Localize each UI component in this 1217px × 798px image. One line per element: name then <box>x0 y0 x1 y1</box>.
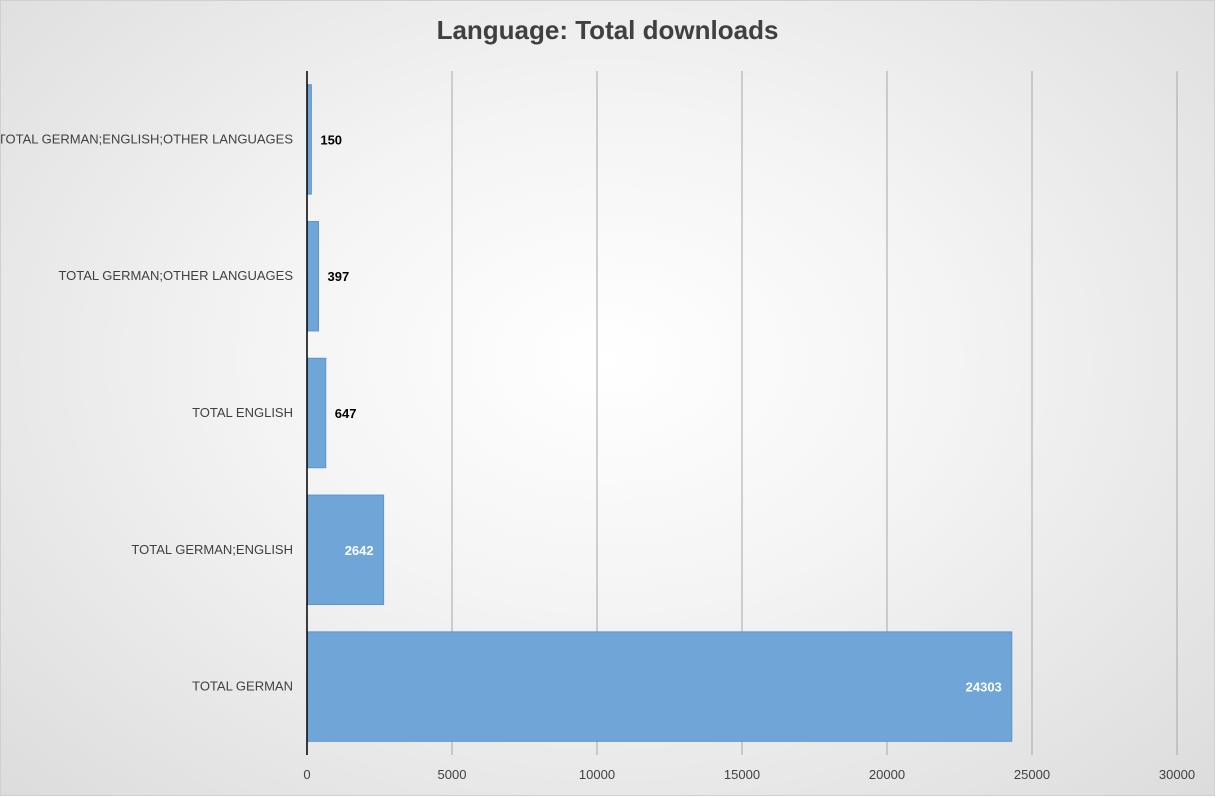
bar <box>306 357 327 469</box>
x-tick-label: 20000 <box>869 767 905 782</box>
category-label: TOTAL GERMAN;OTHER LANGUAGES <box>58 268 293 283</box>
x-tick-label: 5000 <box>438 767 467 782</box>
x-tick-label: 15000 <box>724 767 760 782</box>
data-label: 647 <box>335 406 357 421</box>
data-label: 397 <box>328 269 350 284</box>
category-label: TOTAL GERMAN <box>192 679 293 694</box>
x-tick-label: 10000 <box>579 767 615 782</box>
bar <box>306 631 1013 742</box>
data-label: 2642 <box>345 543 374 558</box>
chart-title: Language: Total downloads <box>436 15 779 45</box>
data-label: 150 <box>320 132 342 147</box>
category-label: TOTAL GERMAN;ENGLISH <box>131 542 293 557</box>
x-tick-label: 0 <box>303 767 310 782</box>
data-label: 24303 <box>966 680 1002 695</box>
category-label: TOTAL GERMAN;ENGLISH;OTHER LANGUAGES <box>1 131 293 146</box>
x-tick-label: 30000 <box>1159 767 1195 782</box>
bar <box>306 220 320 332</box>
x-tick-label: 25000 <box>1014 767 1050 782</box>
category-label: TOTAL ENGLISH <box>192 405 293 420</box>
